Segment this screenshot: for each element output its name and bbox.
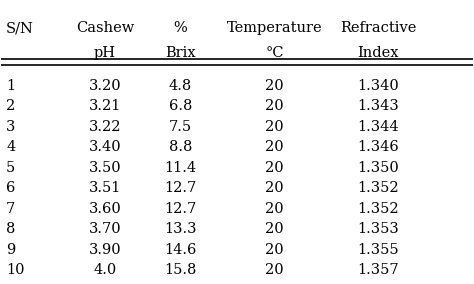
Text: 20: 20 <box>265 140 284 154</box>
Text: 3.51: 3.51 <box>89 181 121 195</box>
Text: 20: 20 <box>265 79 284 93</box>
Text: 3.40: 3.40 <box>89 140 121 154</box>
Text: 1.350: 1.350 <box>357 161 399 175</box>
Text: 5: 5 <box>6 161 15 175</box>
Text: 3.22: 3.22 <box>89 120 121 134</box>
Text: 3: 3 <box>6 120 16 134</box>
Text: 20: 20 <box>265 161 284 175</box>
Text: 1.355: 1.355 <box>357 243 399 257</box>
Text: 1.357: 1.357 <box>357 264 399 277</box>
Text: 1.352: 1.352 <box>357 202 399 216</box>
Text: 7.5: 7.5 <box>169 120 192 134</box>
Text: Cashew: Cashew <box>76 21 134 35</box>
Text: 13.3: 13.3 <box>164 222 197 236</box>
Text: 3.21: 3.21 <box>89 99 121 113</box>
Text: 12.7: 12.7 <box>164 181 197 195</box>
Text: 20: 20 <box>265 181 284 195</box>
Text: 9: 9 <box>6 243 15 257</box>
Text: 20: 20 <box>265 243 284 257</box>
Text: 3.70: 3.70 <box>89 222 121 236</box>
Text: 15.8: 15.8 <box>164 264 197 277</box>
Text: pH: pH <box>94 46 116 60</box>
Text: 1.340: 1.340 <box>357 79 399 93</box>
Text: 3.50: 3.50 <box>89 161 121 175</box>
Text: 6: 6 <box>6 181 16 195</box>
Text: 20: 20 <box>265 222 284 236</box>
Text: 4.8: 4.8 <box>169 79 192 93</box>
Text: 20: 20 <box>265 99 284 113</box>
Text: 1.352: 1.352 <box>357 181 399 195</box>
Text: S/N: S/N <box>6 21 34 35</box>
Text: 4.0: 4.0 <box>93 264 117 277</box>
Text: 3.20: 3.20 <box>89 79 121 93</box>
Text: 8: 8 <box>6 222 16 236</box>
Text: 20: 20 <box>265 202 284 216</box>
Text: °C: °C <box>265 46 284 60</box>
Text: 20: 20 <box>265 264 284 277</box>
Text: 8.8: 8.8 <box>169 140 192 154</box>
Text: 1.344: 1.344 <box>357 120 399 134</box>
Text: 1.346: 1.346 <box>357 140 399 154</box>
Text: 4: 4 <box>6 140 15 154</box>
Text: 7: 7 <box>6 202 15 216</box>
Text: Index: Index <box>357 46 399 60</box>
Text: 3.90: 3.90 <box>89 243 121 257</box>
Text: 1: 1 <box>6 79 15 93</box>
Text: 6.8: 6.8 <box>169 99 192 113</box>
Text: Brix: Brix <box>165 46 196 60</box>
Text: 11.4: 11.4 <box>164 161 197 175</box>
Text: 3.60: 3.60 <box>89 202 121 216</box>
Text: 12.7: 12.7 <box>164 202 197 216</box>
Text: 2: 2 <box>6 99 15 113</box>
Text: 20: 20 <box>265 120 284 134</box>
Text: 10: 10 <box>6 264 25 277</box>
Text: Refractive: Refractive <box>340 21 417 35</box>
Text: 1.353: 1.353 <box>357 222 399 236</box>
Text: 1.343: 1.343 <box>357 99 399 113</box>
Text: 14.6: 14.6 <box>164 243 197 257</box>
Text: Temperature: Temperature <box>227 21 322 35</box>
Text: %: % <box>173 21 187 35</box>
